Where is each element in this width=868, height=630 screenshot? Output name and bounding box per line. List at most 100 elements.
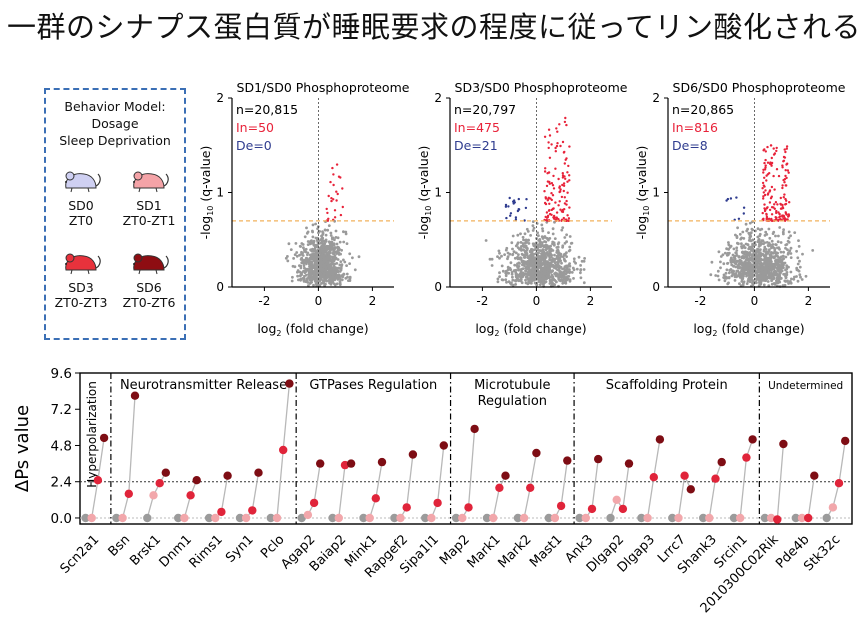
up-point xyxy=(543,170,547,173)
ns-point xyxy=(508,252,512,256)
up-point xyxy=(772,147,775,150)
ns-point xyxy=(345,264,348,267)
ns-point xyxy=(312,271,316,275)
ns-point xyxy=(747,275,751,279)
ns-point xyxy=(770,264,773,268)
ns-point xyxy=(784,276,788,280)
ns-point xyxy=(567,275,571,278)
up-point xyxy=(562,182,566,185)
ns-point xyxy=(553,278,556,282)
up-point xyxy=(566,180,569,183)
gene-group xyxy=(729,435,757,523)
up-point xyxy=(341,205,344,209)
up-point xyxy=(782,160,785,163)
ns-point xyxy=(558,269,561,273)
point-sd1 xyxy=(458,513,467,523)
ns-point xyxy=(785,243,789,246)
ns-point xyxy=(774,261,778,265)
point-sd3 xyxy=(217,507,226,517)
ns-point xyxy=(521,275,525,279)
up-point xyxy=(546,214,550,217)
ns-point xyxy=(783,261,787,265)
ns-point xyxy=(547,238,550,242)
ns-point xyxy=(524,269,527,273)
ns-point xyxy=(506,255,510,259)
point-sd1 xyxy=(241,513,251,523)
ns-point xyxy=(735,251,738,255)
ns-point xyxy=(525,265,529,269)
ns-point xyxy=(518,272,522,276)
up-point xyxy=(554,201,557,204)
ns-point xyxy=(327,272,331,276)
ns-point xyxy=(753,267,756,270)
up-point xyxy=(333,216,337,219)
up-point xyxy=(762,197,765,200)
gene-group xyxy=(482,471,510,523)
up-point xyxy=(775,149,778,153)
up-point xyxy=(330,199,333,203)
ns-point xyxy=(302,277,305,281)
ns-point xyxy=(522,238,525,242)
up-point xyxy=(565,203,568,206)
ns-point xyxy=(546,268,550,272)
ns-point xyxy=(727,271,731,275)
up-point xyxy=(768,172,771,175)
ns-point xyxy=(729,260,733,264)
ns-point xyxy=(735,254,739,257)
ns-point xyxy=(513,256,517,260)
ns-point xyxy=(734,272,738,275)
gene-group xyxy=(112,391,140,523)
point-sd1 xyxy=(334,513,343,523)
ns-point xyxy=(538,283,542,286)
ns-points xyxy=(709,220,815,288)
ns-point xyxy=(324,249,327,253)
ns-point xyxy=(754,272,758,275)
ns-point xyxy=(310,257,313,260)
point-sd6 xyxy=(408,450,418,459)
up-point xyxy=(766,161,770,164)
ns-point xyxy=(550,256,553,259)
ns-point xyxy=(565,251,568,255)
ns-point xyxy=(763,245,767,249)
ns-point xyxy=(498,271,501,275)
ns-point xyxy=(748,251,752,254)
point-sd1 xyxy=(365,513,374,523)
ns-point xyxy=(320,265,323,268)
point-sd3 xyxy=(371,494,380,503)
point-sd1 xyxy=(303,510,313,520)
up-point xyxy=(783,193,786,196)
ns-point xyxy=(303,266,306,270)
ns-point xyxy=(530,273,534,277)
ns-point xyxy=(334,229,338,233)
up-point xyxy=(327,194,330,198)
ns-point xyxy=(541,282,545,286)
up-point xyxy=(770,164,773,167)
ns-point xyxy=(504,274,508,278)
ns-point xyxy=(726,262,729,265)
ns-point xyxy=(551,283,555,287)
ns-point xyxy=(340,264,343,268)
ns-point xyxy=(526,276,529,280)
up-point xyxy=(764,150,767,153)
group-label: Scaffolding Protein xyxy=(606,378,728,393)
ns-point xyxy=(332,243,336,247)
ns-point xyxy=(757,238,761,241)
up-point xyxy=(787,215,790,218)
ns-point xyxy=(527,239,530,242)
ns-point xyxy=(330,266,334,270)
ns-point xyxy=(755,249,759,253)
group-name: SD6 xyxy=(136,280,162,295)
ns-point xyxy=(770,251,773,255)
up-point xyxy=(341,187,344,190)
ns-point xyxy=(775,281,778,284)
up-point xyxy=(779,202,782,206)
ns-point xyxy=(333,248,336,251)
ns-point xyxy=(582,259,586,263)
stat-down: De=8 xyxy=(672,138,708,153)
ns-point xyxy=(533,269,537,273)
ns-point xyxy=(323,244,327,248)
ns-point xyxy=(741,277,745,281)
ns-point xyxy=(529,263,533,267)
ns-point xyxy=(767,227,771,231)
